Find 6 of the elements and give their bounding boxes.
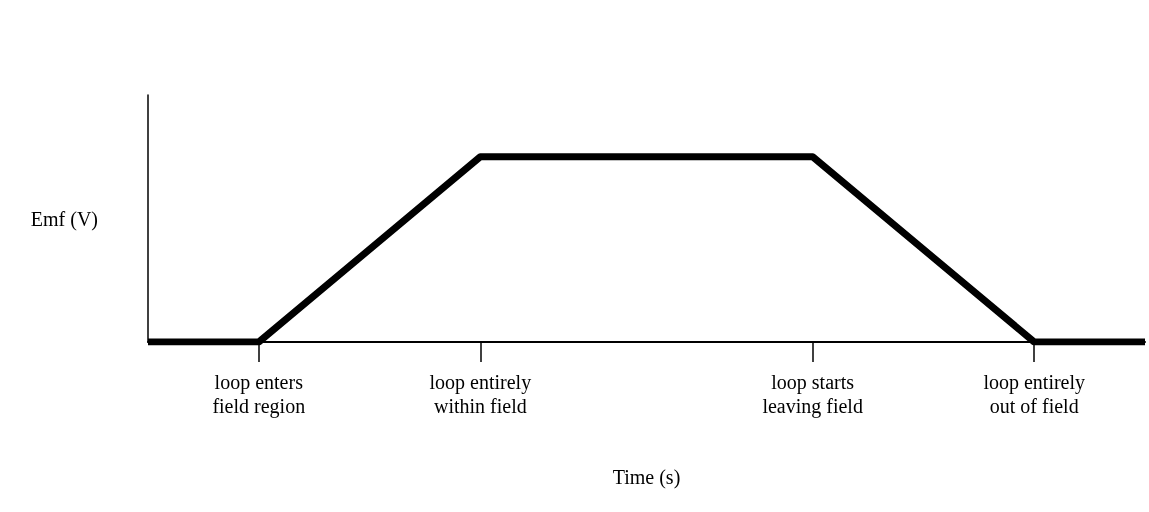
x-axis-title: Time (s)	[612, 466, 681, 489]
y-axis-title: Emf (V)	[30, 207, 98, 231]
x-tick-label: loop entirely out of field	[983, 371, 1086, 417]
x-tick-label: loop entirely within field	[429, 371, 532, 417]
x-tick-label: loop starts leaving field	[762, 371, 863, 418]
x-tick-label: loop enters field region	[212, 371, 306, 418]
